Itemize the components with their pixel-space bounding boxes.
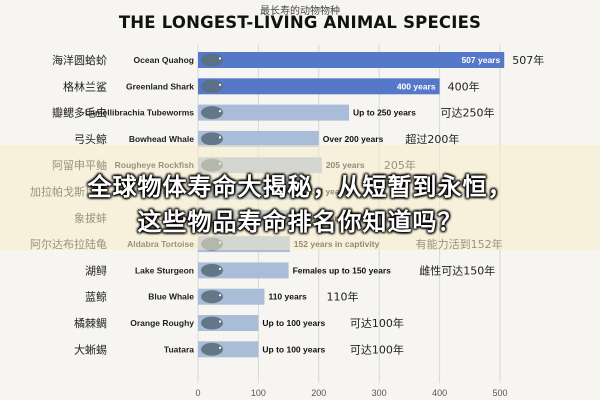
row-label-en: Bowhead Whale	[129, 134, 194, 144]
x-tick-label: 500	[492, 388, 507, 398]
bar-value-label: Females up to 150 years	[293, 265, 392, 275]
bar-value-label: Up to 100 years	[262, 344, 325, 354]
orange-fish-icon	[201, 316, 223, 330]
chart-row: 橘棘鲷 Orange Roughy Up to 100 years 可达100年	[74, 315, 404, 331]
sturgeon-icon	[201, 263, 223, 277]
row-label-cn: 海洋圆蛤蚧	[52, 53, 107, 67]
x-tick-label: 200	[311, 388, 326, 398]
row-note-cn: 110年	[327, 290, 359, 304]
chart-row: 大蜥蜴 Tuatara Up to 100 years 可达100年	[74, 341, 404, 358]
bar	[198, 130, 319, 147]
x-tick-label: 100	[251, 388, 266, 398]
row-label-en: Lake Sturgeon	[135, 265, 194, 275]
chart-subtitle: 最长寿的动物物种	[260, 6, 340, 17]
x-tick-label: 0	[195, 388, 200, 398]
row-label-en: Blue Whale	[148, 292, 194, 302]
tubeworm-icon	[201, 106, 223, 120]
row-note-cn: 可达100年	[350, 342, 404, 356]
row-label-cn: 湖鲟	[85, 263, 107, 277]
headline-overlay: 全球物体寿命大揭秘，从短暂到永恒， 这些物品寿命排名你知道吗？	[0, 145, 600, 250]
row-note-cn: 可达100年	[350, 316, 404, 330]
bar	[198, 78, 440, 95]
chart-row: 格林兰鲨 Greenland Shark 400 years 400年	[63, 78, 480, 95]
row-note-cn: 507年	[512, 53, 544, 67]
bar-value-label: Over 200 years	[323, 134, 384, 144]
row-note-cn: 400年	[448, 79, 480, 93]
bar-value-label: 507 years	[461, 55, 500, 65]
bar	[198, 104, 349, 121]
chart-title: THE LONGEST-LIVING ANIMAL SPECIES	[118, 13, 482, 32]
overlay-headline-line-1: 全球物体寿命大揭秘，从短暂到永恒，	[87, 173, 513, 201]
row-label-cn: 弓头鲸	[74, 132, 107, 146]
bar-value-label: 110 years	[268, 292, 307, 302]
row-label-cn: 瓣鳃多毛虫	[52, 106, 107, 120]
row-label-en: Ocean Quahog	[134, 55, 194, 65]
row-label-cn: 大蜥蜴	[74, 342, 107, 356]
row-label-en: Greenland Shark	[126, 81, 194, 91]
row-label-cn: 橘棘鲷	[74, 316, 107, 330]
row-label-en: Lamellibrachia Tubeworms	[85, 108, 194, 118]
chart-row: 蓝鲸 Blue Whale 110 years 110年	[85, 288, 359, 305]
shark-icon	[201, 79, 223, 93]
row-label-en: Orange Roughy	[130, 318, 194, 328]
blue-whale-icon	[201, 290, 223, 304]
overlay-headline-line-2: 这些物品寿命排名你知道吗？	[137, 208, 463, 236]
x-axis-ticks: 0 100 200 300 400 500	[195, 388, 507, 398]
bar-value-label: 400 years	[397, 81, 436, 91]
chart-row: 海洋圆蛤蚧 Ocean Quahog 507 years 507年	[52, 52, 544, 68]
row-label-en: Tuatara	[164, 344, 194, 354]
bar-value-label: Up to 100 years	[262, 318, 325, 328]
whale-icon	[201, 132, 223, 146]
row-note-cn: 超过200年	[405, 132, 459, 146]
lizard-icon	[201, 342, 223, 356]
chart-row: 弓头鲸 Bowhead Whale Over 200 years 超过200年	[74, 130, 459, 147]
row-label-cn: 蓝鲸	[85, 290, 107, 304]
row-note-cn: 雌性可达150年	[419, 263, 495, 277]
bar	[198, 52, 505, 68]
x-tick-label: 400	[432, 388, 447, 398]
clam-icon	[201, 53, 223, 67]
x-tick-label: 300	[372, 388, 387, 398]
chart-row: 湖鲟 Lake Sturgeon Females up to 150 years 雌性…	[85, 262, 495, 279]
bar-value-label: Up to 250 years	[353, 108, 416, 118]
row-label-cn: 格林兰鲨	[63, 79, 107, 93]
row-note-cn: 可达250年	[441, 106, 495, 120]
